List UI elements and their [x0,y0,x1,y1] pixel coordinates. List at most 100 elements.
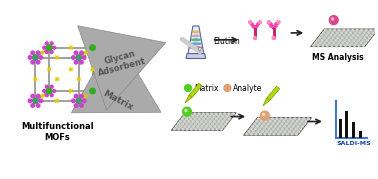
Text: Matrix: Matrix [194,84,218,93]
Polygon shape [263,98,270,106]
Circle shape [294,118,296,120]
Circle shape [215,118,217,120]
Circle shape [369,37,370,39]
Circle shape [33,55,38,60]
Circle shape [180,126,181,127]
Circle shape [294,123,296,125]
Circle shape [180,121,181,122]
Circle shape [205,121,207,122]
Circle shape [211,113,213,115]
Circle shape [350,32,352,34]
Circle shape [45,94,48,97]
Circle shape [254,123,256,125]
Ellipse shape [189,46,203,49]
Circle shape [272,37,275,40]
Circle shape [321,40,323,41]
Circle shape [296,133,297,135]
Circle shape [261,126,263,127]
Circle shape [246,133,248,135]
Circle shape [215,113,217,115]
Circle shape [277,133,279,135]
Circle shape [212,128,214,130]
Circle shape [345,32,347,34]
Circle shape [317,40,319,41]
Circle shape [209,116,211,117]
Circle shape [291,128,292,130]
Circle shape [80,61,83,64]
Circle shape [327,32,329,34]
Circle shape [270,120,271,122]
Circle shape [313,45,314,46]
Bar [352,122,355,138]
Circle shape [50,42,53,45]
Circle shape [283,120,285,122]
Circle shape [175,126,177,127]
Circle shape [230,116,232,117]
Circle shape [344,34,345,36]
Polygon shape [54,54,60,61]
Circle shape [339,34,341,36]
Circle shape [183,107,192,116]
Circle shape [45,42,48,45]
Circle shape [207,118,209,120]
Circle shape [270,126,272,127]
Circle shape [184,85,192,91]
Circle shape [80,94,83,98]
Circle shape [357,34,359,36]
Circle shape [39,99,43,103]
Polygon shape [189,83,202,97]
Circle shape [280,118,282,120]
Circle shape [268,128,270,130]
Bar [339,118,342,138]
Circle shape [31,94,34,98]
Polygon shape [75,76,82,83]
Circle shape [93,85,96,88]
Circle shape [80,104,83,107]
Circle shape [36,94,40,98]
Circle shape [86,46,89,49]
Circle shape [356,42,357,44]
Circle shape [190,113,191,115]
Text: Glycan
Adsorbent: Glycan Adsorbent [95,47,147,78]
Circle shape [45,85,48,88]
Circle shape [315,42,317,44]
Circle shape [349,40,350,41]
Circle shape [31,61,34,64]
Circle shape [335,40,337,41]
Circle shape [74,61,78,64]
Circle shape [289,131,290,132]
Circle shape [50,94,53,97]
Circle shape [275,131,277,132]
Circle shape [330,34,332,36]
Circle shape [93,42,96,45]
Circle shape [178,123,179,125]
Circle shape [36,104,40,107]
Text: Analyte: Analyte [233,84,263,93]
Circle shape [332,18,334,20]
Circle shape [353,45,355,46]
Circle shape [228,118,230,120]
Circle shape [328,37,330,39]
Circle shape [199,128,201,130]
Circle shape [361,29,363,31]
Circle shape [330,40,332,41]
Circle shape [359,37,361,39]
Circle shape [80,51,83,55]
Circle shape [82,99,86,103]
Circle shape [225,123,226,125]
Circle shape [224,118,226,120]
Circle shape [348,34,350,36]
Circle shape [367,40,368,41]
Ellipse shape [192,30,200,33]
Circle shape [334,29,336,31]
Circle shape [218,121,220,122]
Circle shape [333,42,335,44]
Circle shape [370,34,372,36]
Circle shape [226,116,228,117]
Circle shape [252,126,254,127]
Circle shape [74,51,78,55]
Circle shape [96,90,99,92]
Circle shape [211,118,213,120]
Circle shape [212,123,213,125]
Circle shape [257,131,259,132]
